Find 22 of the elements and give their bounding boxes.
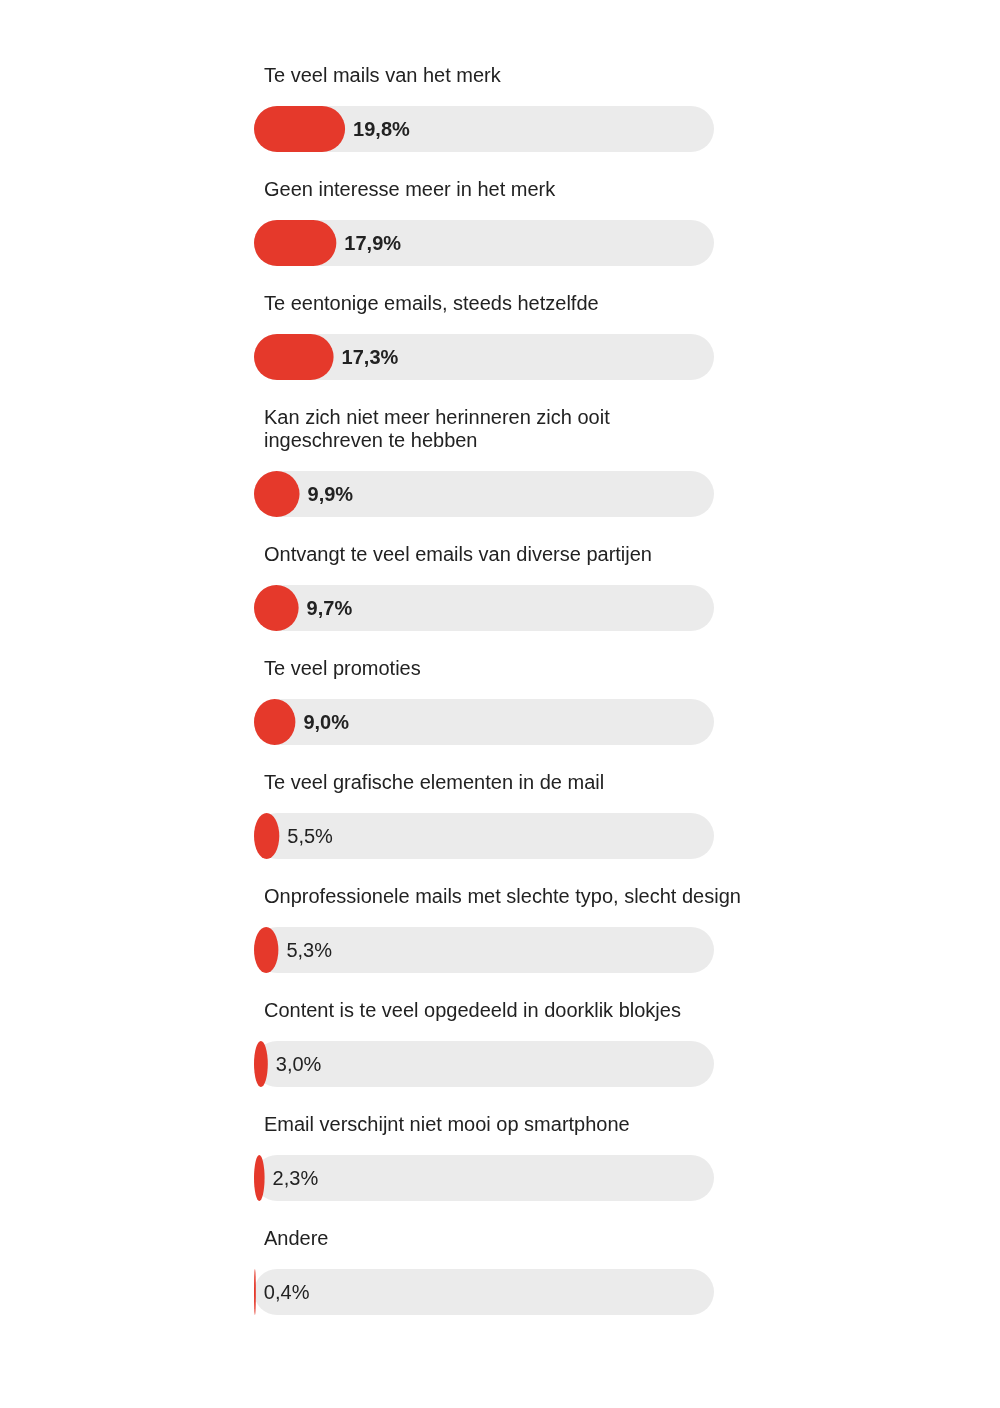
y-tick-label: Onprofessionele mails met slechte typo, slecht design xyxy=(264,885,741,907)
y-tick-label: Te veel mails van het merk xyxy=(264,64,502,86)
data-label: 3,0% xyxy=(275,1053,322,1075)
data-label: 5,3% xyxy=(286,939,333,961)
data-label: 9,7% xyxy=(306,597,353,619)
data-label: 2,3% xyxy=(272,1167,319,1189)
y-tick-label: Geen interesse meer in het merk xyxy=(264,178,557,200)
y-tick-label: Te eentonige emails, steeds hetzelfde xyxy=(264,292,599,314)
data-label: 5,5% xyxy=(287,825,334,847)
data-label: 9,0% xyxy=(303,711,350,733)
y-tick-label: Te veel promoties xyxy=(264,657,421,679)
data-label: 9,9% xyxy=(307,483,354,505)
data-label: 17,9% xyxy=(344,232,402,254)
y-tick-label: Ontvangt te veel emails van diverse partijen xyxy=(264,543,652,565)
y-tick-label: Kan zich niet meer herinneren zich ooit ingeschreven te hebben xyxy=(264,406,611,451)
y-tick-label: Andere xyxy=(264,1227,329,1249)
data-label: 19,8% xyxy=(353,118,411,140)
y-tick-label: Email verschijnt niet mooi op smartphone xyxy=(264,1113,630,1135)
y-tick-label: Te veel grafische elementen in de mail xyxy=(264,771,605,793)
data-label: 0,4% xyxy=(263,1281,310,1303)
data-label: 17,3% xyxy=(341,346,399,368)
y-tick-label: Content is te veel opgedeeld in doorklik blokjes xyxy=(264,999,681,1021)
